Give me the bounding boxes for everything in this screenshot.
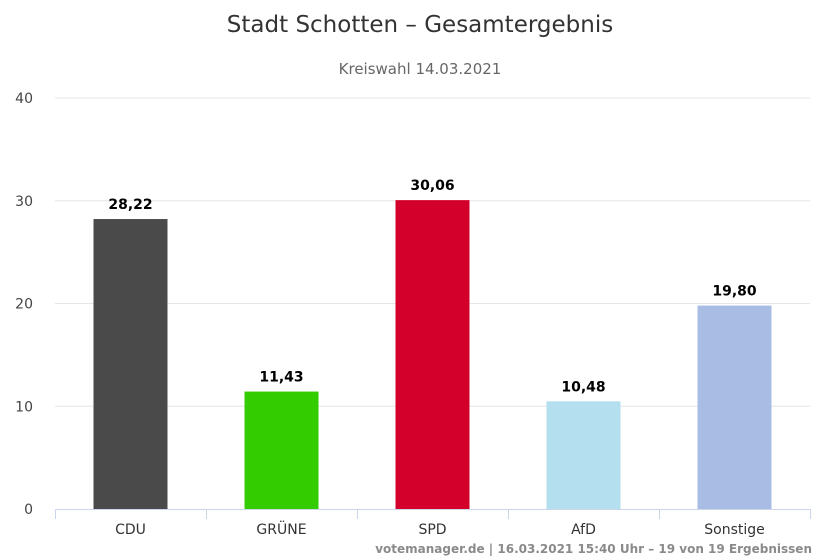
y-tick-label: 10 — [15, 399, 33, 415]
data-labels: 28,22 11,43 30,06 10,48 19,80 — [108, 178, 757, 395]
y-tick-label: 20 — [15, 297, 33, 313]
credits-text[interactable]: votemanager.de | 16.03.2021 15:40 Uhr – … — [375, 542, 812, 556]
chart-title: Stadt Schotten – Gesamtergebnis — [227, 12, 613, 38]
bar-grüne[interactable] — [244, 391, 319, 509]
data-label: 11,43 — [259, 370, 303, 386]
x-tick-label: CDU — [115, 522, 146, 538]
data-label: 19,80 — [712, 284, 757, 300]
x-tick-label: AfD — [571, 522, 596, 538]
y-tick-label: 30 — [15, 194, 33, 210]
bar-afd[interactable] — [546, 401, 621, 509]
bars — [93, 200, 772, 510]
x-tick-label: SPD — [418, 522, 446, 538]
data-label: 10,48 — [561, 379, 605, 395]
chart-subtitle: Kreiswahl 14.03.2021 — [339, 60, 502, 78]
y-axis-ticks: 0 10 20 30 40 — [15, 91, 33, 518]
bar-sonstige[interactable] — [697, 305, 772, 509]
y-tick-label: 0 — [24, 502, 33, 518]
bar-cdu[interactable] — [93, 219, 168, 510]
x-tick-label: GRÜNE — [256, 520, 306, 538]
x-tick-label: Sonstige — [704, 522, 765, 538]
bar-spd[interactable] — [395, 200, 470, 510]
data-label: 28,22 — [108, 197, 152, 213]
data-label: 30,06 — [410, 178, 454, 194]
y-tick-label: 40 — [15, 91, 33, 107]
x-axis: CDU GRÜNE SPD AfD Sonstige — [55, 509, 811, 538]
